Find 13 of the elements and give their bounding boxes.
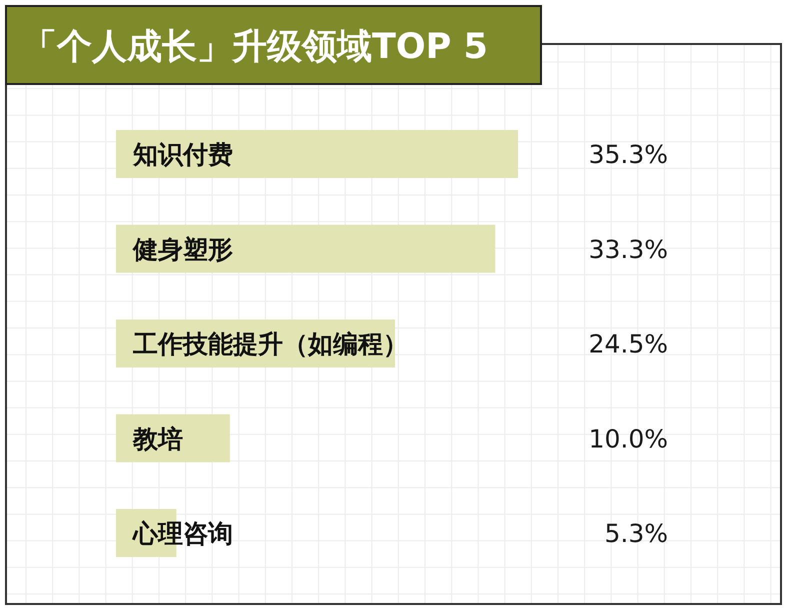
data-label: 24.5% xyxy=(588,330,668,358)
data-label: 33.3% xyxy=(588,234,668,264)
y-tick-label: 工作技能提升（如编程） xyxy=(132,330,408,358)
y-tick-label: 心理咨询 xyxy=(132,519,233,548)
chart-title: 「个人成长」升级领域TOP 5 xyxy=(22,27,488,67)
y-tick-label: 教培 xyxy=(132,424,183,454)
data-label: 5.3% xyxy=(604,519,668,548)
y-tick-label: 知识付费 xyxy=(132,140,233,169)
bar xyxy=(116,224,496,273)
data-label: 35.3% xyxy=(588,140,668,169)
bar xyxy=(116,130,518,178)
data-label: 10.0% xyxy=(588,424,668,454)
y-tick-label: 健身塑形 xyxy=(132,234,233,264)
